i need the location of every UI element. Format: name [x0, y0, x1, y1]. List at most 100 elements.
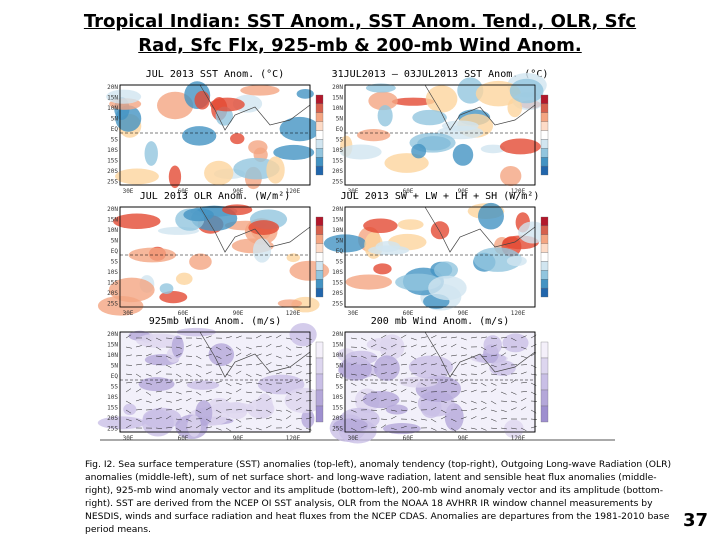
wind-vector [135, 418, 142, 422]
wind-vector [305, 427, 312, 431]
wind-vector [460, 409, 467, 412]
wind-vector [275, 334, 282, 339]
wind-vector [380, 408, 387, 411]
map-anomaly-patch [500, 165, 522, 186]
latitude-label: 10S [107, 269, 118, 276]
latitude-label: 10S [332, 394, 343, 401]
wind-vector [135, 388, 142, 393]
wind-vector [460, 400, 467, 404]
wind-vector [530, 344, 537, 348]
map-anomaly-patch [425, 85, 458, 113]
wind-vector [480, 400, 487, 404]
latitude-label: 10N [332, 352, 343, 359]
wind-vector [480, 336, 487, 339]
wind-vector [125, 381, 132, 384]
wind-vector [430, 406, 437, 411]
longitude-label: 30E [348, 188, 359, 195]
map-anomaly-patch [452, 143, 474, 166]
map-anomaly-patch [187, 415, 202, 437]
map-anomaly-patch [256, 393, 273, 419]
latitude-label: 5N [336, 363, 344, 370]
wind-vector [440, 381, 447, 384]
map-anomaly-patch [208, 397, 231, 413]
wind-vector [440, 409, 447, 414]
wind-vector [410, 418, 417, 422]
wind-vector [205, 406, 212, 411]
map-anomaly-patch [399, 376, 438, 388]
latitude-label: 15S [107, 280, 118, 287]
map-anomaly-patch [182, 126, 217, 146]
map-anomaly-patch [477, 202, 504, 230]
wind-vector [285, 364, 292, 369]
wind-vector [225, 418, 232, 421]
colorbar-swatch [540, 270, 549, 280]
colorbar-swatch [540, 121, 549, 131]
wind-vector [350, 337, 357, 340]
wind-vector [430, 352, 437, 357]
colorbar-swatch [315, 112, 324, 122]
wind-vector [520, 355, 527, 359]
map-anomaly-patch [113, 213, 161, 230]
wind-vector [360, 337, 367, 341]
latitude-label: 20S [107, 168, 118, 175]
map-frame [344, 84, 536, 186]
wind-vector [440, 427, 447, 431]
colorbar-swatch [315, 405, 324, 423]
wind-vector [215, 355, 222, 359]
colorbar-swatch [315, 121, 324, 131]
wind-vector [205, 390, 212, 393]
wind-vector [215, 373, 222, 376]
wind-vector [285, 380, 292, 384]
wind-vector [195, 373, 202, 378]
page-number: 37 [683, 510, 709, 531]
wind-vector [245, 409, 252, 412]
longitude-label: 120E [286, 188, 301, 195]
latitude-label: 15S [332, 280, 343, 287]
wind-vector [480, 407, 487, 411]
wind-vector [185, 426, 192, 429]
map-anomaly-patch [397, 219, 424, 230]
latitude-label: 5S [111, 137, 119, 144]
map-anomaly-patch [208, 343, 235, 367]
wind-vector [145, 337, 152, 342]
colorbar-swatch [540, 139, 549, 149]
latitude-label: 20S [107, 415, 118, 422]
map-anomaly-patch [248, 140, 268, 155]
longitude-label: 60E [403, 310, 414, 317]
wind-vector [305, 355, 312, 358]
wind-vector [125, 409, 132, 414]
wind-vector [430, 373, 437, 377]
latitude-label: 25S [107, 179, 118, 186]
wind-vector [400, 372, 407, 375]
wind-vector [255, 353, 262, 357]
wind-vector [350, 382, 357, 386]
wind-vector [400, 345, 407, 348]
latitude-label: 15N [332, 95, 343, 102]
map-anomaly-patch [289, 260, 330, 281]
wind-vector [175, 381, 182, 384]
wind-vector [205, 353, 212, 357]
wind-vector [370, 426, 377, 429]
wind-vector [235, 346, 242, 351]
wind-vector [285, 424, 292, 429]
wind-vector [470, 336, 477, 339]
wind-vector [460, 346, 467, 350]
map-anomaly-patch [480, 144, 506, 154]
wind-vector [440, 373, 447, 376]
map-anomaly-patch [365, 83, 396, 93]
wind-vector [295, 407, 302, 411]
latitude-label: 5S [111, 259, 119, 266]
wind-vector [460, 373, 467, 376]
map-anomaly-patch [344, 350, 378, 365]
wind-vector [245, 373, 252, 377]
wind-vector [265, 425, 272, 429]
wind-vector [470, 364, 477, 368]
longitude-label: 120E [511, 310, 526, 317]
map-anomaly-patch [507, 97, 523, 118]
latitude-label: 5S [336, 384, 344, 391]
wind-vector [520, 391, 527, 393]
wind-vector [410, 337, 417, 341]
wind-vector [510, 427, 517, 430]
map-anomaly-patch [266, 156, 285, 184]
wind-vector [420, 345, 427, 348]
